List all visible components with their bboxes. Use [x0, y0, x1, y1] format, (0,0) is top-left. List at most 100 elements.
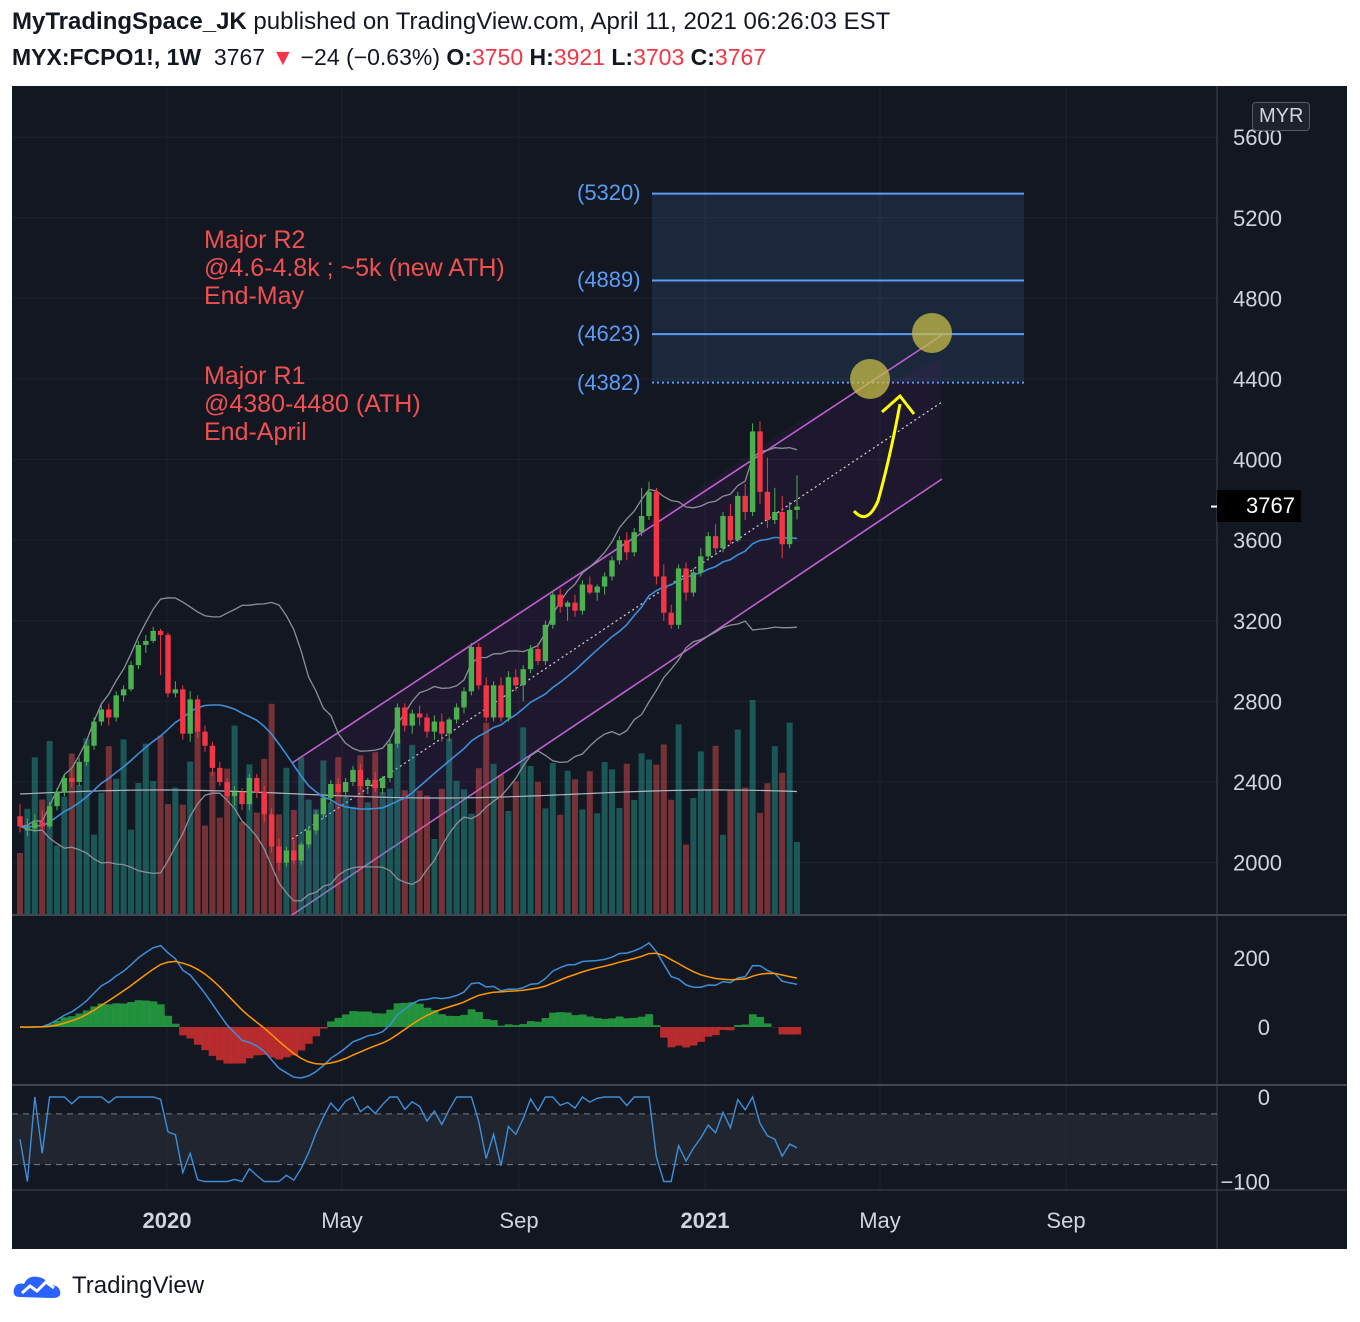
macd-hist-bar — [682, 1027, 691, 1048]
candle-body — [91, 721, 97, 746]
candle-body — [720, 516, 726, 549]
candle-body — [150, 630, 156, 641]
channel-mid-line — [291, 401, 943, 840]
candle-body — [520, 669, 526, 686]
macd-hist-bar — [423, 1007, 432, 1027]
candle-body — [690, 572, 697, 593]
macd-hist-bar — [623, 1018, 631, 1027]
macd-hist-bar — [260, 1027, 269, 1055]
volume-bar — [335, 757, 342, 914]
chart-canvas[interactable]: 2000240028003200360040004400480052005600… — [12, 86, 1347, 1249]
macd-hist-bar — [541, 1017, 550, 1027]
volume-bar — [128, 829, 134, 914]
macd-hist-bar — [482, 1019, 491, 1027]
candle-body — [527, 649, 534, 670]
macd-hist-bar — [475, 1011, 483, 1027]
candle-body — [246, 777, 253, 805]
price-tick-label: 3200 — [1233, 609, 1282, 634]
price-tick-label: 4000 — [1233, 448, 1282, 473]
candle-body — [379, 777, 386, 789]
annotation-r2: Major R2 @4.6-4.8k ; ~5k (new ATH) End-M… — [204, 226, 505, 310]
volume-bar — [83, 738, 90, 914]
macd-hist-bar — [689, 1027, 698, 1046]
projection-arrowhead — [881, 393, 916, 415]
volume-bar — [771, 746, 778, 914]
macd-hist-bar — [630, 1017, 639, 1027]
candle-body — [172, 689, 179, 694]
candle-body — [283, 850, 290, 863]
macd-hist-bar — [127, 1002, 136, 1027]
candle-body — [239, 792, 245, 805]
macd-hist-bar — [53, 1020, 62, 1027]
currency-badge[interactable]: MYR — [1252, 102, 1311, 131]
candle-body — [683, 568, 689, 593]
volume-bar — [668, 799, 675, 914]
volume-bar — [512, 781, 519, 914]
volume-bar — [572, 779, 578, 914]
volume-bar — [246, 764, 253, 914]
macd-hist-bar — [608, 1018, 617, 1027]
candle-body — [609, 560, 615, 577]
macd-hist-bar — [341, 1014, 350, 1027]
fib-label-4382: (4382) — [577, 370, 641, 395]
volume-bar — [409, 744, 416, 914]
candle-body — [180, 689, 186, 734]
volume-bar — [483, 722, 490, 914]
macd-hist-bar — [519, 1023, 528, 1027]
volume-bar — [579, 809, 586, 914]
volume-bar — [416, 790, 423, 914]
candle-body — [357, 769, 364, 787]
close-label: C: — [690, 44, 715, 70]
macd-hist-bar — [142, 1000, 150, 1027]
volume-bar — [542, 808, 549, 914]
candle-body — [224, 782, 230, 797]
candle-body — [646, 491, 652, 517]
author-name[interactable]: MyTradingSpace_JK — [12, 8, 247, 35]
tradingview-footer[interactable]: TradingView — [12, 1268, 204, 1304]
price-tick-label: 4800 — [1233, 286, 1282, 311]
low-value: 3703 — [633, 44, 685, 70]
candle-body — [46, 806, 53, 827]
macd-hist-bar — [452, 1016, 461, 1027]
volume-bar — [564, 770, 571, 914]
candle-body — [550, 594, 556, 625]
price-tick-label: 2000 — [1233, 851, 1282, 876]
symbol-header: MYX:FCPO1!, 1W 3767 ▼ −24 (−0.63%) O:375… — [12, 44, 766, 71]
volume-bar — [372, 752, 379, 914]
macd-hist-bar — [97, 1003, 106, 1027]
macd-hist-bar — [460, 1014, 469, 1027]
time-tick-label: May — [859, 1208, 901, 1233]
volume-bar — [91, 834, 97, 914]
volume-bar — [720, 834, 726, 914]
candle-body — [653, 491, 660, 577]
macd-hist-bar — [586, 1016, 594, 1027]
candle-body — [231, 792, 238, 797]
macd-hist-bar — [748, 1014, 757, 1027]
candle-body — [772, 511, 778, 521]
volume-bar — [283, 767, 290, 914]
macd-hist-bar — [756, 1016, 765, 1027]
candle-body — [513, 677, 519, 686]
volume-bar — [490, 763, 497, 914]
candle-body — [535, 649, 541, 662]
candle-body — [557, 594, 563, 607]
candle-body — [587, 584, 593, 593]
fib-zone — [652, 193, 1024, 383]
macd-hist-bar — [430, 1010, 439, 1027]
channel-fill — [292, 358, 942, 915]
projection-arrow — [852, 403, 902, 519]
macd-hist-bar — [741, 1024, 750, 1027]
price-change: −24 (−0.63%) — [300, 44, 440, 70]
macd-hist-bar — [593, 1018, 602, 1027]
chart-area[interactable]: 2000 2400 2800 3200 3600 4000 4400 4800 5200 5600… — [12, 86, 1347, 1249]
macd-hist-bar — [164, 1015, 173, 1027]
macd-hist-bar — [68, 1016, 76, 1027]
time-tick-label: 2021 — [681, 1208, 730, 1233]
macd-hist-bar — [223, 1027, 232, 1064]
volume-bar — [113, 778, 120, 914]
volume-bar — [623, 763, 630, 914]
oscillator-band — [12, 1113, 1217, 1165]
volume-bars — [17, 700, 800, 914]
last-price-tag: 3767 — [1217, 490, 1301, 522]
candle-body — [254, 777, 260, 793]
